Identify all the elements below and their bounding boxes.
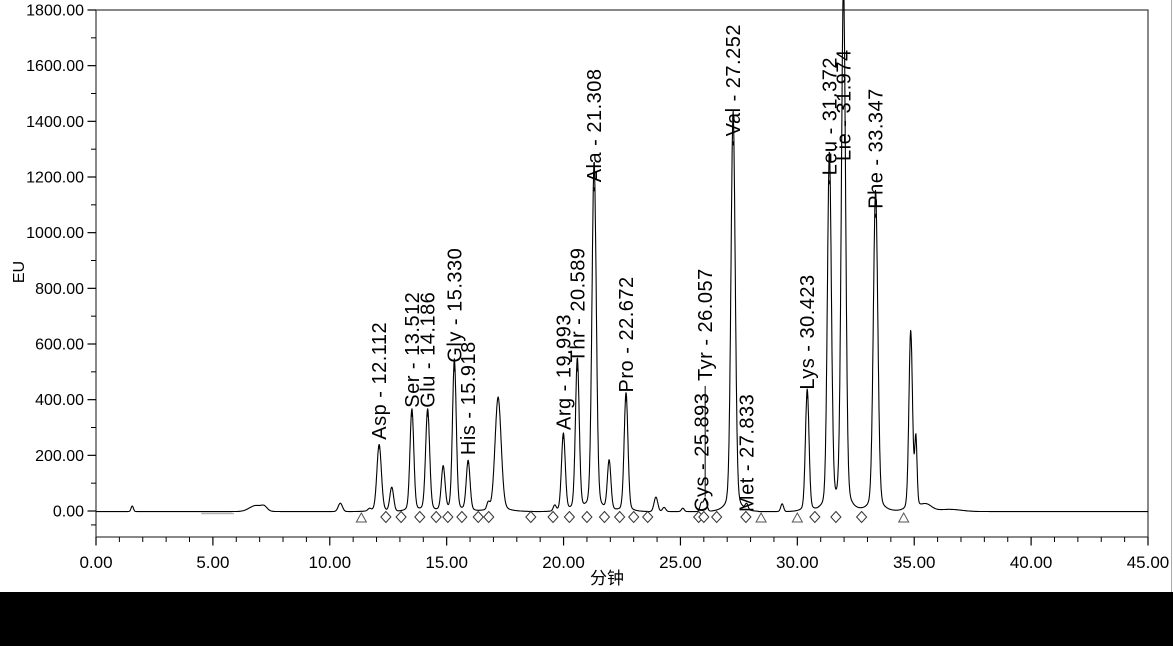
triangle-marker-icon	[791, 511, 804, 523]
peak-label-pro: Pro - 22.672	[616, 276, 638, 392]
diamond-marker-icon	[395, 510, 407, 524]
diamond-marker-icon	[740, 510, 752, 524]
x-tick-label: 40.00	[1010, 553, 1053, 572]
diamond-marker-icon	[581, 510, 593, 524]
x-tick-label: 35.00	[893, 553, 936, 572]
diamond-marker-icon	[547, 510, 559, 524]
peak-label-met: Met - 27.833	[737, 394, 759, 512]
triangle-marker-icon	[755, 511, 767, 523]
peak-label-arg: Arg - 19.993	[553, 314, 575, 430]
peak-label-phe: Phe - 33.347	[866, 88, 888, 209]
y-tick-label: 1600.00	[26, 58, 84, 75]
peak-label-gly: Gly - 15.330	[444, 248, 466, 363]
x-tick-label: 10.00	[309, 553, 352, 572]
diamond-marker-icon	[698, 510, 710, 524]
diamond-marker-icon	[642, 510, 654, 524]
signal-trace	[95, 0, 1149, 513]
x-axis-title: 分钟	[590, 569, 624, 588]
peak-label-ser: Ser - 13.512	[402, 292, 424, 408]
peak-label-lie: Lie - 31.974	[833, 49, 855, 161]
y-tick-label: 1800.00	[26, 3, 84, 20]
x-tick-label: 30.00	[776, 553, 819, 572]
diamond-marker-icon	[563, 510, 576, 524]
diamond-marker-icon	[613, 510, 626, 524]
y-tick-label: 0.00	[53, 504, 84, 521]
diamond-marker-icon	[598, 510, 611, 524]
diamond-marker-icon	[380, 510, 392, 524]
diamond-marker-icon	[809, 510, 821, 524]
diamond-marker-icon	[472, 510, 484, 524]
peak-label-tyr: Tyr - 26.057	[695, 268, 717, 381]
x-axis: 0.00 5.00 10.00 15.00 20.00 25.00 30.00 35.00 40…	[79, 537, 1169, 572]
y-tick-label: 400.00	[35, 392, 84, 409]
x-tick-label: 15.00	[425, 553, 468, 572]
diamond-marker-icon	[830, 510, 842, 524]
diamond-marker-icon	[711, 510, 723, 524]
peak-label-glu: Glu - 14.186	[418, 292, 440, 408]
peak-label-lys: Lys - 30.423	[797, 274, 819, 389]
diamond-marker-icon	[525, 510, 537, 524]
x-tick-label: 0.00	[79, 553, 112, 572]
y-tick-label: 1000.00	[26, 225, 84, 242]
diamond-marker-icon	[414, 510, 426, 524]
peak-label-his: His - 15.918	[458, 341, 480, 455]
diamond-marker-icon	[430, 510, 442, 524]
triangle-marker-icon	[355, 511, 368, 523]
peak-label-thr: Thr - 20.589	[567, 247, 589, 362]
integration-markers	[355, 510, 910, 524]
diamond-marker-icon	[442, 510, 454, 524]
diamond-marker-icon	[483, 510, 495, 524]
y-tick-label: 800.00	[35, 281, 84, 298]
y-tick-label: 200.00	[35, 448, 84, 465]
y-tick-label: 1400.00	[26, 114, 84, 131]
y-tick-label: 1200.00	[26, 170, 84, 187]
peak-label-cys: Cys - 25.893	[691, 393, 713, 512]
y-axis: 0.00 200.00 400.00 600.00 800.00 1000.00 1200.…	[26, 3, 96, 526]
y-axis-title: EU	[11, 261, 28, 283]
x-tick-label: 25.00	[659, 553, 702, 572]
y-tick-label: 600.00	[35, 337, 84, 354]
diamond-marker-icon	[855, 510, 868, 524]
diamond-marker-icon	[456, 510, 468, 524]
peak-label-leu: Leu - 31.372	[819, 57, 841, 175]
x-tick-label: 5.00	[196, 553, 229, 572]
triangle-marker-icon	[897, 511, 910, 523]
plot-area	[95, 9, 1149, 538]
diamond-marker-icon	[628, 510, 640, 524]
x-tick-label: 20.00	[542, 553, 585, 572]
x-tick-label: 45.00	[1127, 553, 1170, 572]
peak-label-val: Val - 27.252	[723, 24, 745, 136]
peak-label-ala: Ala - 21.308	[584, 68, 606, 182]
peak-label-asp: Asp - 12.112	[369, 322, 391, 440]
bottom-black-bar	[0, 592, 1173, 646]
